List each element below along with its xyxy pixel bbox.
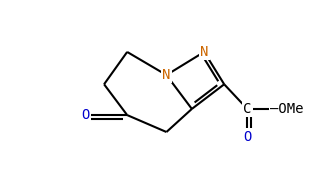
Text: O: O — [82, 108, 90, 122]
Text: N: N — [162, 68, 171, 82]
Text: —OMe: —OMe — [270, 102, 304, 116]
Text: C: C — [243, 102, 251, 116]
Text: O: O — [243, 130, 251, 144]
Text: N: N — [200, 45, 208, 59]
